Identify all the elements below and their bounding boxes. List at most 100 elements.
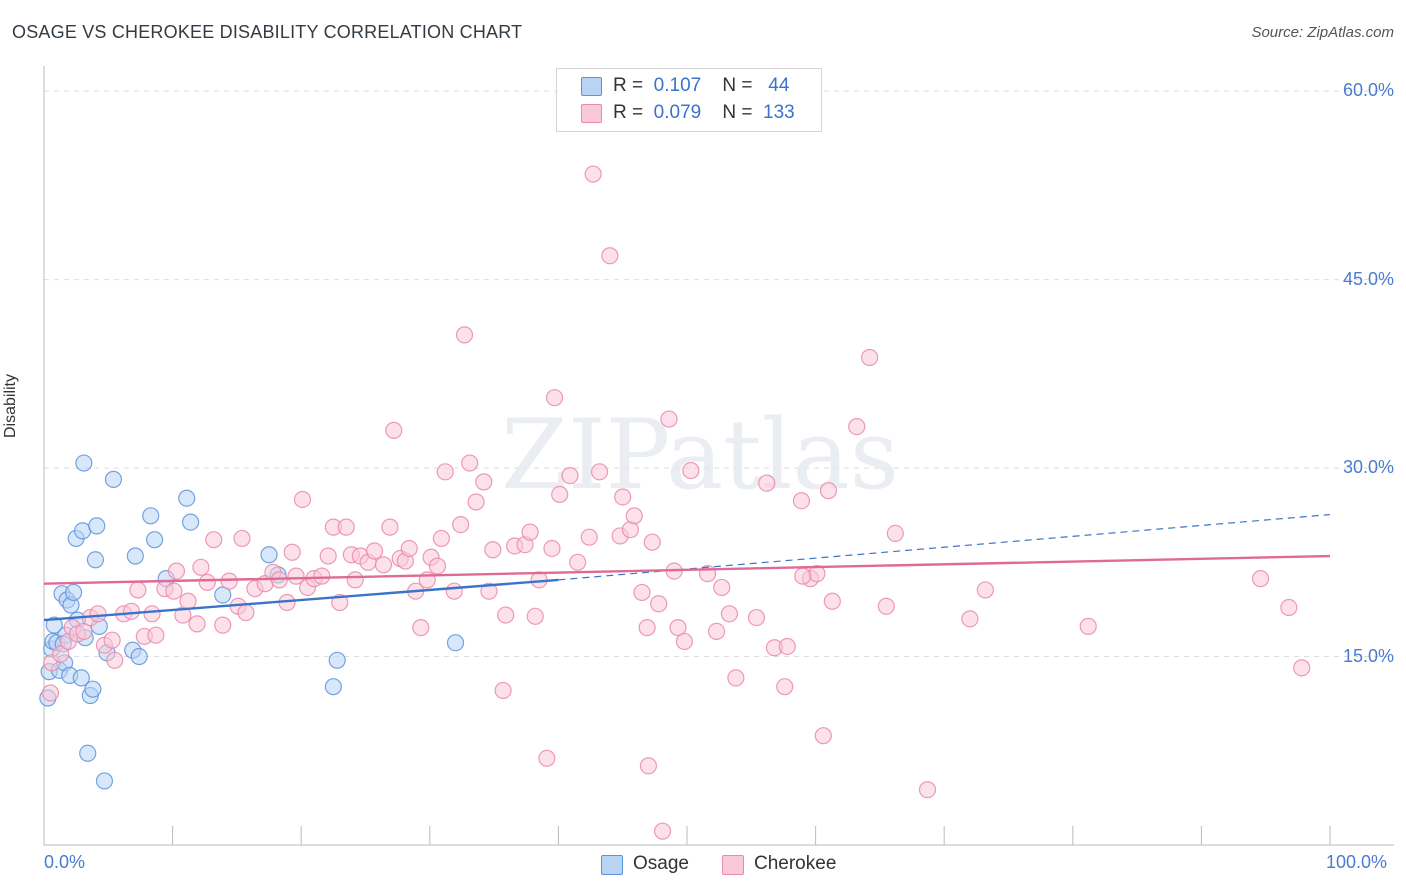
osage-point: [86, 551, 105, 569]
osage-point: [260, 546, 278, 564]
cherokee-point: [319, 547, 337, 565]
cherokee-point: [614, 488, 632, 506]
osage-point: [79, 744, 97, 762]
cherokee-point: [720, 605, 739, 623]
cherokee-point: [192, 558, 210, 576]
osage-point: [130, 647, 148, 666]
cherokee-point: [814, 727, 832, 745]
cherokee-point: [179, 592, 197, 610]
osage-point: [64, 583, 83, 602]
cherokee-point: [497, 606, 515, 624]
cherokee-point: [538, 749, 556, 767]
cherokee-point: [1251, 570, 1270, 588]
cherokee-point: [976, 581, 994, 599]
cherokee-point: [545, 389, 564, 407]
cherokee-point: [747, 608, 766, 627]
osage-points: [39, 454, 465, 790]
cherokee-point: [643, 533, 661, 551]
cherokee-point: [792, 492, 811, 510]
cherokee-point: [526, 607, 544, 625]
osage-point: [145, 531, 164, 549]
x-tick-label-max: 100.0%: [1326, 852, 1388, 872]
cherokee-point: [287, 567, 305, 585]
cherokee-point: [918, 781, 937, 799]
cherokee-point: [650, 595, 668, 613]
cherokee-point: [521, 523, 539, 541]
cherokee-point: [848, 418, 866, 436]
cherokee-point: [293, 490, 312, 509]
cherokee-point: [283, 543, 301, 561]
cherokee-point: [346, 571, 364, 589]
osage-point: [84, 680, 102, 698]
cherokee-point: [601, 247, 619, 265]
cherokee-point: [122, 602, 141, 620]
cherokee-point: [452, 516, 470, 534]
cherokee-point: [381, 518, 399, 536]
stats-text-osage: R = 0.107 N = 44: [613, 75, 790, 96]
osage-point: [104, 470, 123, 488]
cherokee-point: [167, 562, 186, 580]
cherokee-point: [337, 518, 355, 536]
cherokee-point: [165, 582, 183, 600]
cherokee-point: [653, 822, 672, 840]
cherokee-point: [365, 542, 384, 560]
cherokee-point: [861, 348, 879, 367]
x-tick-label-min: 0.0%: [44, 852, 86, 872]
y-tick-label: 60.0%: [1342, 80, 1394, 101]
cherokee-point: [707, 622, 726, 641]
cherokee-point: [625, 507, 643, 525]
cherokee-point: [75, 622, 93, 641]
cherokee-point: [237, 603, 255, 622]
cherokee-point: [961, 610, 979, 628]
cherokee-point: [727, 669, 745, 687]
cherokee-point: [188, 615, 206, 633]
legend: Osage Cherokee: [0, 850, 1406, 880]
cherokee-point: [313, 567, 331, 585]
cherokee-point: [758, 474, 776, 492]
cherokee-point: [480, 582, 498, 600]
osage-point: [446, 634, 465, 652]
legend-label-osage: Osage: [633, 853, 689, 874]
stats-text-cherokee: R = 0.079 N = 133: [613, 102, 795, 123]
osage-point: [214, 586, 232, 604]
cherokee-point: [432, 529, 450, 548]
y-tick-label: 30.0%: [1342, 457, 1394, 478]
cherokee-point: [412, 619, 430, 637]
cherokee-point: [103, 631, 121, 649]
cherokee-point: [584, 165, 602, 183]
osage-legend-swatch: [601, 855, 623, 875]
cherokee-point: [819, 482, 838, 500]
cherokee-point: [1293, 659, 1311, 677]
cherokee-point: [143, 605, 161, 623]
chart-title: OSAGE VS CHEROKEE DISABILITY CORRELATION…: [12, 22, 523, 42]
cherokee-point: [675, 632, 694, 651]
cherokee-point: [713, 578, 731, 597]
cherokee-point: [1280, 598, 1298, 617]
osage-swatch: [581, 77, 602, 96]
cherokee-point: [494, 681, 512, 700]
cherokee-point: [551, 485, 569, 504]
chart-source: Source: ZipAtlas.com: [1251, 24, 1394, 41]
cherokee-point: [400, 539, 418, 558]
cherokee-point: [475, 473, 493, 491]
cherokee-point: [461, 454, 479, 472]
axes: [43, 66, 1394, 846]
cherokee-point: [633, 583, 651, 602]
cherokee-point: [214, 616, 232, 634]
cherokee-point: [569, 553, 587, 571]
osage-point: [328, 651, 346, 669]
osage-point: [95, 772, 114, 790]
cherokee-point: [484, 541, 502, 559]
osage-point: [182, 513, 200, 531]
osage-trend-extension: [558, 513, 1331, 581]
cherokee-point: [886, 524, 904, 543]
osage-point: [75, 454, 93, 472]
cherokee-point: [106, 651, 124, 669]
cherokee-point: [467, 493, 485, 511]
cherokee-point: [776, 678, 794, 696]
trend-lines: [43, 513, 1331, 622]
cherokee-point: [590, 463, 609, 481]
cherokee-points: [41, 165, 1311, 840]
cherokee-point: [682, 461, 700, 480]
